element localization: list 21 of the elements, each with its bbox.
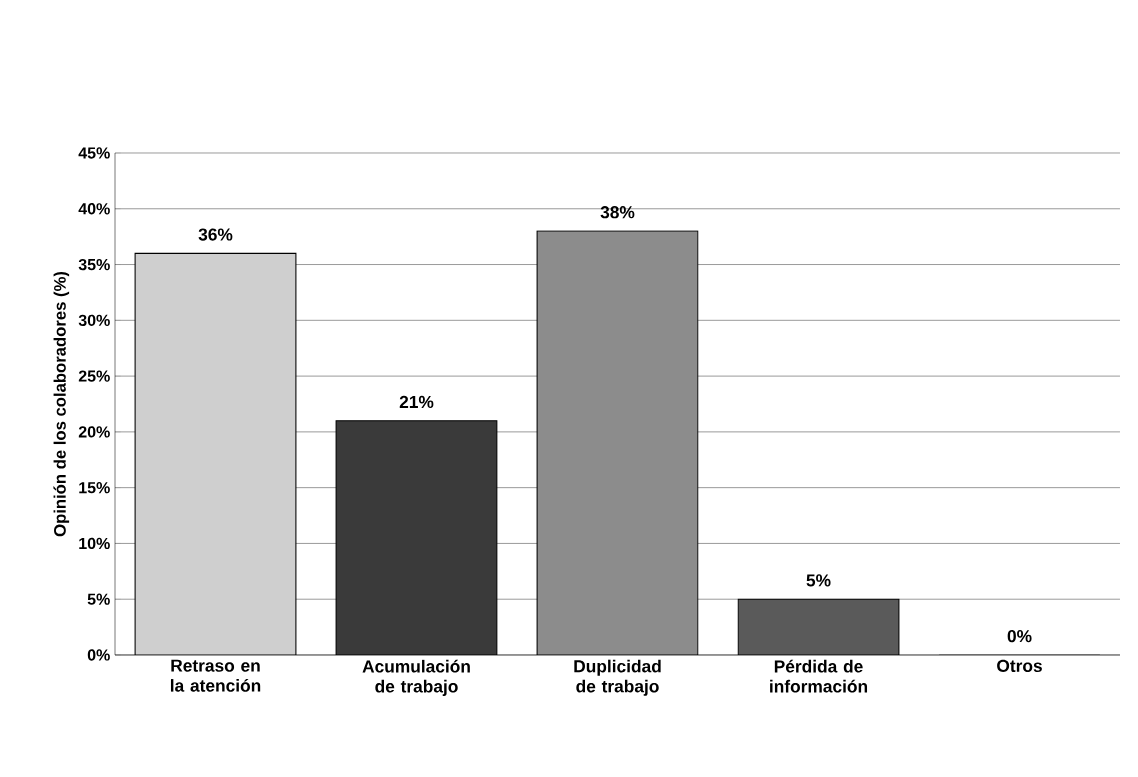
y-axis-title: Opinión de los colaboradores (%) [53, 271, 70, 537]
y-tick-label: 20% [78, 426, 110, 438]
x-tick-label: Acumulación de trabajo [362, 659, 470, 696]
x-tick-label: Pérdida de información [770, 659, 868, 693]
data-label: 5% [806, 574, 831, 587]
data-label: 21% [399, 395, 434, 408]
x-tick-label: Retraso en la atención [170, 659, 261, 692]
y-tick-label: 10% [79, 537, 110, 550]
data-label: 0% [1007, 630, 1032, 643]
y-tick-label: 40% [78, 203, 110, 215]
y-tick-label: 0% [87, 649, 110, 661]
y-tick-label: 25% [78, 370, 110, 382]
x-tick-label: Otros [997, 659, 1042, 672]
x-tick-label: Duplicidad de trabajo [574, 659, 661, 696]
data-label: 38% [600, 206, 635, 219]
y-tick-label: 30% [78, 314, 110, 327]
y-tick-label: 5% [87, 593, 110, 605]
data-label: 36% [198, 228, 233, 241]
y-tick-label: 35% [78, 258, 110, 271]
y-tick-label: 45% [78, 147, 110, 159]
y-tick-label: 15% [79, 482, 110, 494]
